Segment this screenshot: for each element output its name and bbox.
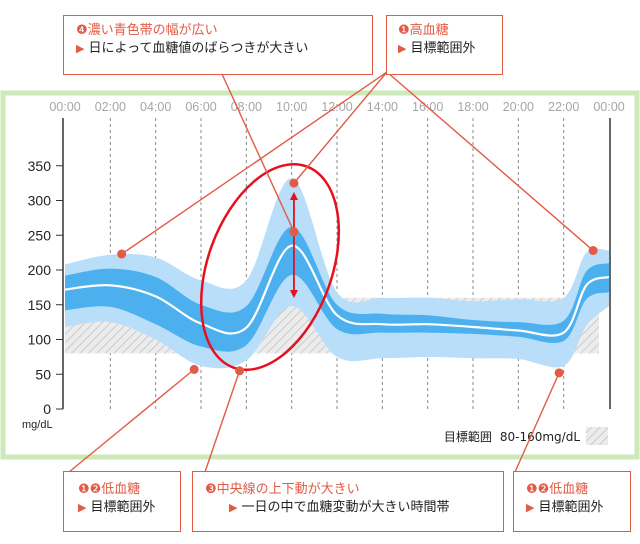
callout-wide-band-title: ❹濃い青色帯の幅が広い: [76, 23, 218, 38]
x-tick-label: 14:00: [367, 100, 398, 114]
triangle-icon: ▶: [78, 501, 87, 514]
callout-median-swing-sub: 一日の中で血糖変動が大きい時間帯: [241, 500, 450, 515]
leader-line: [221, 73, 295, 233]
x-tick-label: 22:00: [548, 100, 579, 114]
leader-line: [121, 71, 388, 255]
arrow-head-down: [289, 290, 298, 298]
y-tick-label: 0: [43, 401, 51, 417]
callout-hypoglycemia-left: ❶❷低血糖 ▶ 目標範囲外: [63, 471, 181, 532]
median-line: [64, 244, 610, 337]
y-tick-label: 350: [28, 158, 52, 174]
band-25-75: [65, 226, 609, 352]
triangle-icon: ▶: [76, 42, 85, 55]
leader-line: [68, 368, 195, 473]
callout-hyperglycemia: ❶高血糖 ▶ 目標範囲外: [386, 15, 503, 75]
x-tick-label: 18:00: [457, 100, 488, 114]
highlight-ellipse: [199, 162, 341, 372]
arrow-head-up: [289, 192, 298, 200]
y-axis-unit: mg/dL: [22, 419, 53, 431]
y-tick-label: 250: [28, 227, 52, 243]
callout-hypoglycemia-left-sub: 目標範囲外: [90, 500, 156, 515]
x-tick-label: 20:00: [503, 100, 534, 114]
x-tick-label: 06:00: [185, 100, 216, 114]
triangle-icon: ▶: [398, 42, 407, 55]
triangle-icon: ▶: [229, 501, 238, 514]
y-tick-label: 300: [28, 193, 52, 209]
callout-hyperglycemia-sub: 目標範囲外: [410, 41, 476, 56]
y-tick-label: 100: [28, 332, 52, 348]
callout-hypoglycemia-right-title: ❶❷低血糖: [526, 482, 589, 497]
callout-hyperglycemia-title: ❶高血糖: [398, 23, 449, 38]
leader-line: [514, 372, 560, 473]
triangle-icon: ▶: [526, 501, 535, 514]
x-tick-label: 00:00: [593, 100, 624, 114]
x-tick-label: 10:00: [276, 100, 307, 114]
callout-wide-band: ❹濃い青色帯の幅が広い ▶ 日によって血糖値のばらつきが大きい: [63, 15, 373, 75]
y-tick-label: 200: [28, 262, 52, 278]
leader-line: [204, 370, 241, 473]
y-tick-label: 150: [28, 297, 52, 313]
x-tick-label: 04:00: [140, 100, 171, 114]
callout-wide-band-sub: 日によって血糖値のばらつきが大きい: [88, 41, 309, 56]
leader-line: [386, 71, 594, 252]
legend-swatch: [586, 427, 608, 445]
callout-hypoglycemia-left-title: ❶❷低血糖: [78, 482, 141, 497]
annotation-dot: [117, 249, 127, 259]
callout-median-swing: ❸中央線の上下動が大きい ▶ 一日の中で血糖変動が大きい時間帯: [192, 471, 504, 532]
legend-label: 目標範囲 80-160mg/dL: [444, 429, 580, 444]
callout-hypoglycemia-right-sub: 目標範囲外: [538, 500, 604, 515]
x-tick-label: 02:00: [95, 100, 126, 114]
y-tick-label: 50: [35, 366, 51, 382]
leader-line: [293, 71, 388, 184]
callout-median-swing-title: ❸中央線の上下動が大きい: [205, 482, 360, 497]
callout-hypoglycemia-right: ❶❷低血糖 ▶ 目標範囲外: [513, 471, 631, 532]
x-tick-label: 00:00: [49, 100, 80, 114]
